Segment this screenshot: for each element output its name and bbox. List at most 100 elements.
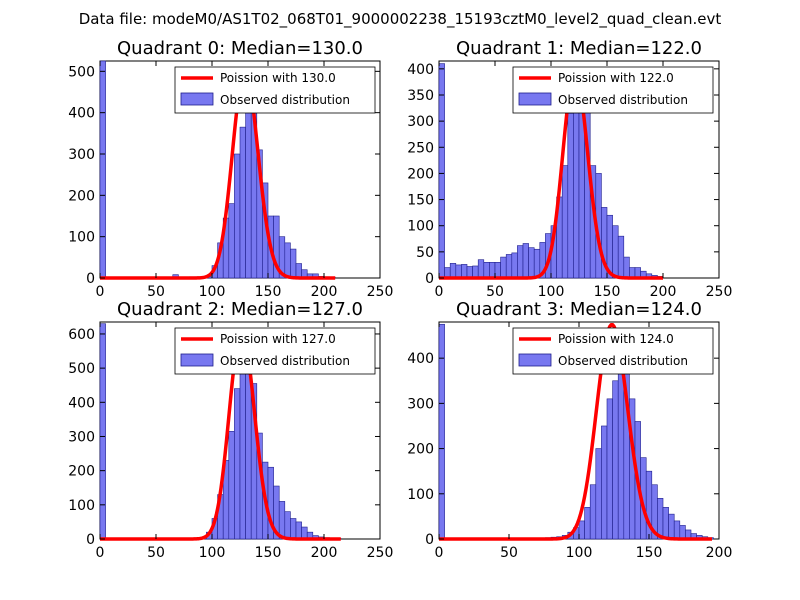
- legend-bar-swatch: [180, 353, 214, 367]
- histogram-bar: [612, 380, 619, 540]
- y-tick-label: 200: [407, 442, 434, 458]
- poisson-curve: [438, 69, 664, 280]
- x-tick-label: 0: [435, 545, 444, 561]
- x-tick-label: 200: [650, 284, 677, 300]
- legend-bar-swatch: [518, 92, 552, 106]
- x-tick-label: 200: [311, 545, 338, 561]
- histogram-bar: [99, 60, 106, 279]
- panel-quadrant-3: Quadrant 3: Median=124.0 0 50 100 150 200 0 10…: [407, 299, 732, 561]
- histogram-bar: [228, 203, 235, 279]
- legend-bar-label: Observed distribution: [220, 93, 350, 107]
- y-tick-label: 500: [68, 361, 95, 377]
- panel-title: Quadrant 2: Median=127.0: [117, 299, 363, 320]
- y-tick-label: 400: [407, 351, 434, 367]
- histogram-bar: [679, 525, 686, 540]
- axis-ticks: 0 50 100 150 200 0 100 200 300 400: [407, 322, 732, 561]
- x-tick-label: 100: [199, 545, 226, 561]
- histogram-bar: [239, 126, 246, 279]
- x-tick-label: 100: [538, 284, 565, 300]
- panel-title: Quadrant 1: Median=122.0: [456, 38, 702, 59]
- y-tick-label: 0: [86, 532, 95, 548]
- legend-bar-swatch: [518, 353, 552, 367]
- histogram-bar: [438, 323, 445, 540]
- histogram-bar: [461, 264, 468, 279]
- x-tick-label: 100: [199, 284, 226, 300]
- histogram-bar: [295, 263, 302, 279]
- legend: Poission with 124.0 Observed distributio…: [512, 327, 714, 375]
- histogram-bar: [301, 526, 308, 540]
- histogram-bar: [234, 153, 241, 279]
- histogram-bar: [601, 425, 608, 540]
- x-tick-label: 150: [255, 284, 282, 300]
- histogram-bar: [483, 262, 490, 279]
- legend-line-label: Poission with 130.0: [220, 71, 336, 85]
- histogram-bar: [668, 513, 675, 540]
- y-tick-label: 300: [407, 396, 434, 412]
- histogram-bar: [500, 256, 507, 279]
- y-tick-label: 200: [68, 464, 95, 480]
- histogram-bar: [284, 242, 291, 279]
- panel-title: Quadrant 3: Median=124.0: [456, 299, 702, 320]
- histogram-bar: [561, 165, 569, 279]
- x-tick-label: 50: [486, 284, 504, 300]
- histogram-bar: [617, 235, 625, 279]
- y-tick-label: 500: [68, 64, 95, 80]
- y-tick-label: 250: [407, 140, 434, 156]
- histogram-bar: [284, 511, 291, 540]
- poisson-curve: [99, 328, 342, 541]
- x-tick-label: 0: [96, 284, 105, 300]
- y-tick-label: 300: [407, 114, 434, 130]
- x-tick-label: 250: [706, 284, 733, 300]
- y-tick-label: 100: [68, 230, 95, 246]
- y-tick-label: 0: [86, 271, 95, 287]
- x-tick-label: 250: [367, 545, 394, 561]
- histogram-bar: [455, 264, 462, 279]
- legend: Poission with 130.0 Observed distributio…: [174, 66, 376, 114]
- x-tick-label: 150: [255, 545, 282, 561]
- histogram-bar: [449, 263, 457, 279]
- y-tick-label: 150: [407, 193, 434, 209]
- y-tick-label: 350: [407, 88, 434, 104]
- x-tick-label: 200: [311, 284, 338, 300]
- y-tick-label: 300: [68, 429, 95, 445]
- legend-bar-label: Observed distribution: [220, 354, 350, 368]
- y-tick-label: 600: [68, 327, 95, 343]
- x-tick-label: 50: [147, 284, 165, 300]
- x-tick-label: 50: [500, 545, 518, 561]
- histogram-bar: [528, 247, 535, 279]
- histogram-bar: [511, 252, 518, 279]
- histogram-bar: [606, 398, 613, 540]
- legend-bar-label: Observed distribution: [558, 93, 688, 107]
- y-tick-label: 100: [68, 498, 95, 514]
- y-tick-label: 100: [407, 487, 434, 503]
- histogram-bar: [99, 323, 106, 540]
- legend-bar-swatch: [180, 92, 214, 106]
- x-tick-label: 0: [435, 284, 444, 300]
- y-tick-label: 100: [407, 219, 434, 235]
- axis-ticks: 0 50 100 150 200 250 0 100 200 300 400 500: [68, 61, 393, 300]
- histogram-bar: [623, 256, 630, 279]
- legend: Poission with 127.0 Observed distributio…: [174, 327, 376, 375]
- panel-title: Quadrant 0: Median=130.0: [117, 38, 363, 59]
- histogram-bar: [612, 225, 619, 279]
- histogram-bar: [295, 521, 302, 540]
- histogram-bar: [290, 248, 297, 279]
- histogram-bar: [239, 347, 246, 540]
- histogram-bar: [522, 243, 529, 279]
- histogram-bar: [438, 63, 445, 279]
- bar-series: [438, 63, 664, 279]
- legend-line-label: Poission with 122.0: [558, 71, 674, 85]
- histogram-bar: [673, 520, 681, 540]
- histogram-bar: [567, 112, 574, 279]
- histogram-bar: [517, 245, 524, 279]
- histogram-bar: [477, 259, 485, 279]
- histogram-bar: [489, 262, 496, 279]
- histogram-bar: [505, 254, 513, 279]
- histogram-bar: [472, 265, 479, 279]
- y-tick-label: 400: [68, 106, 95, 122]
- histogram-bar: [278, 501, 286, 540]
- axis-ticks: 0 50 100 150 200 250 0 100 200 300 400 500 600: [68, 322, 393, 561]
- histogram-bar: [494, 262, 501, 279]
- x-tick-label: 50: [147, 545, 165, 561]
